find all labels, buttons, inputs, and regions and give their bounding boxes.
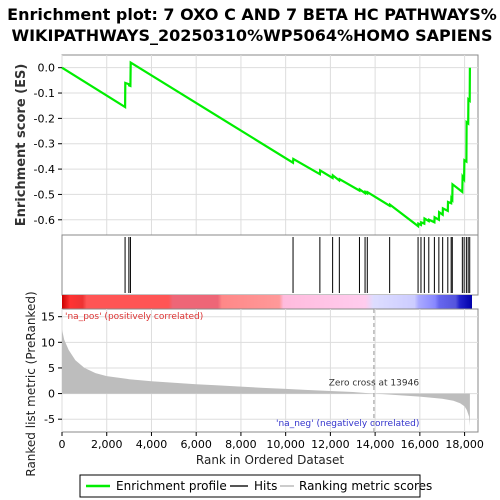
x-tick-label: 2,000 [91, 438, 123, 451]
metric-x-ticks: 0 2,000 4,000 6,000 8,000 10,000 12,000 14,000 1… [59, 432, 484, 451]
title-line-2: WIKIPATHWAYS_20250310%WP5064%HOMO SAPIEN… [11, 26, 492, 45]
x-tick-label: 6,000 [180, 438, 212, 451]
metric-y-tick-label: 15 [41, 311, 55, 324]
title-line-1: Enrichment plot: 7 OXO C AND 7 BETA HC P… [7, 5, 497, 24]
es-y-tick-label: -0.5 [34, 188, 55, 201]
es-y-axis-label: Enrichment score (ES) [14, 64, 29, 227]
metric-y-ticks: -5 0 5 10 15 [41, 311, 62, 426]
legend-hits-label: Hits [254, 479, 277, 493]
legend: Enrichment profile Hits Ranking metric s… [79, 474, 432, 498]
metric-y-tick-label: -5 [44, 413, 55, 426]
hit-marks [124, 237, 471, 293]
x-tick-label: 16,000 [401, 438, 440, 451]
metric-y-tick-label: 5 [48, 362, 55, 375]
legend-box [79, 474, 421, 498]
x-tick-label: 10,000 [266, 438, 305, 451]
es-y-ticks: 0.0 -0.1 -0.2 -0.3 -0.4 -0.5 -0.6 [34, 62, 62, 227]
metric-y-axis-label: Ranked list metric (PreRanked) [24, 291, 38, 476]
zero-cross-label: Zero cross at 13946 [329, 378, 420, 388]
x-tick-label: 12,000 [311, 438, 350, 451]
x-tick-label: 14,000 [356, 438, 395, 451]
metric-panel: Zero cross at 13946 'na_pos' (positively… [41, 308, 484, 451]
x-axis-label: Rank in Ordered Dataset [196, 453, 344, 467]
ranked-heatmap-bar [62, 295, 472, 309]
metric-y-tick-label: 0 [48, 388, 55, 401]
es-panel: 0.0 -0.1 -0.2 -0.3 -0.4 -0.5 -0.6 [34, 54, 479, 236]
x-tick-label: 18,000 [445, 438, 484, 451]
legend-metric-label: Ranking metric scores [299, 479, 432, 493]
x-tick-label: 0 [59, 438, 66, 451]
metric-panel-frame [61, 308, 479, 433]
legend-es-label: Enrichment profile [116, 479, 227, 493]
x-tick-label: 4,000 [136, 438, 168, 451]
x-tick-label: 8,000 [225, 438, 257, 451]
es-y-tick-label: -0.6 [34, 214, 55, 227]
es-y-tick-label: -0.1 [34, 87, 55, 100]
metric-y-tick-label: 10 [41, 336, 55, 349]
es-y-tick-label: -0.4 [34, 163, 55, 176]
es-y-tick-label: -0.3 [34, 138, 55, 151]
hits-panel [61, 234, 479, 296]
hits-panel-frame [61, 234, 479, 296]
es-y-tick-label: 0.0 [38, 62, 56, 75]
pos-correlated-label: 'na_pos' (positively correlated) [65, 312, 203, 322]
es-y-tick-label: -0.2 [34, 112, 55, 125]
metric-grid [61, 309, 478, 432]
neg-correlated-label: 'na_neg' (negatively correlated) [276, 419, 419, 429]
es-line [61, 60, 471, 229]
